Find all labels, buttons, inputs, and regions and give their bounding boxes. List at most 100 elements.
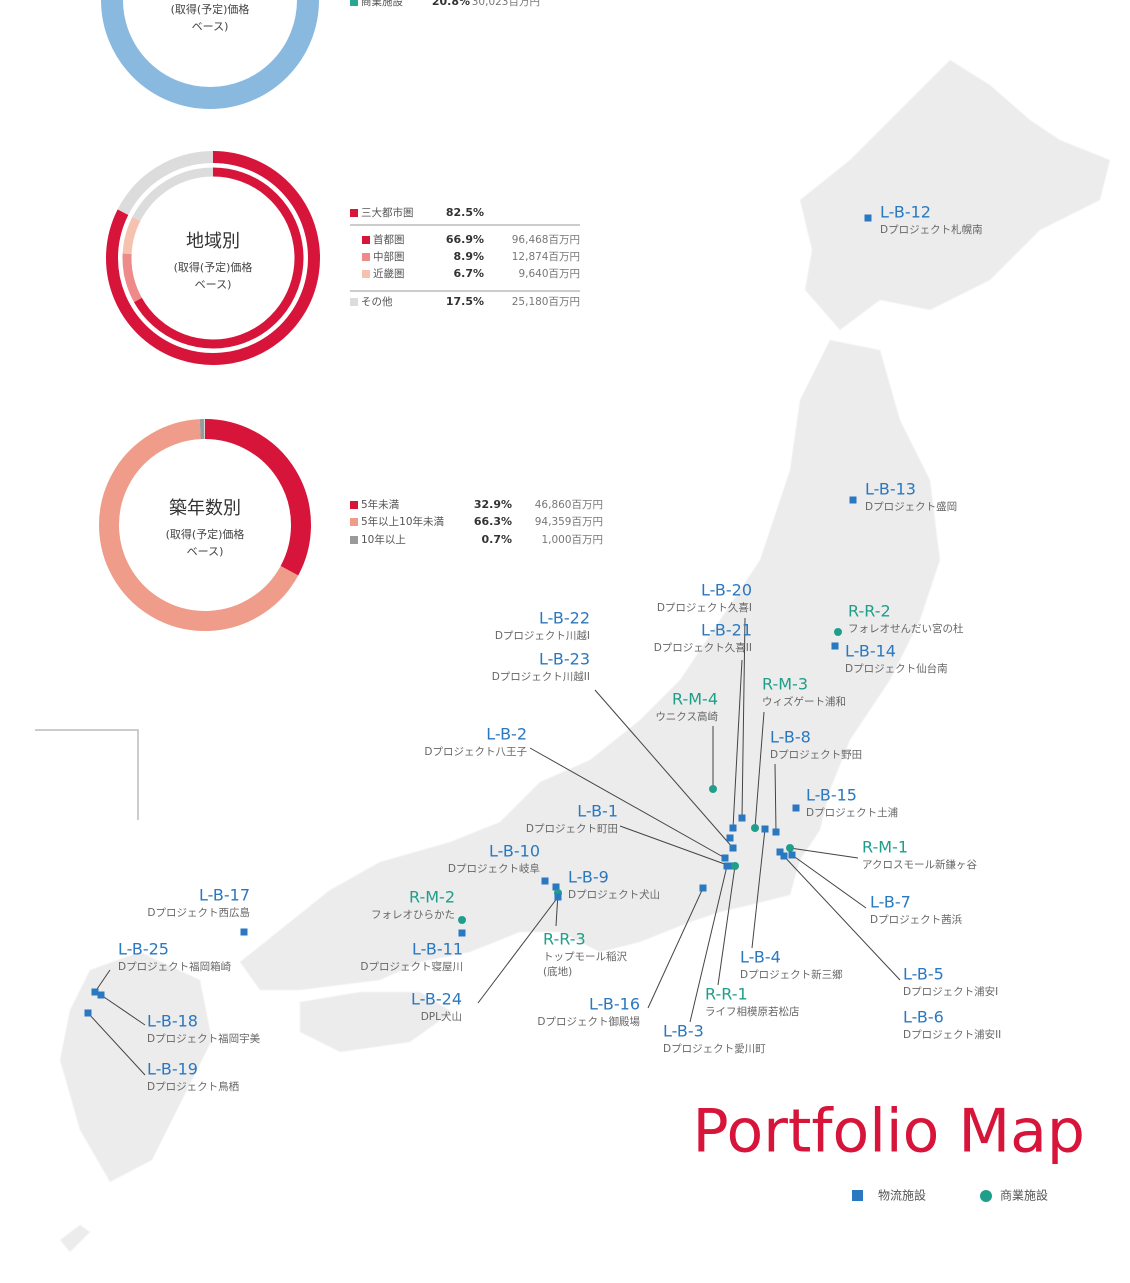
property-note: (底地) bbox=[543, 965, 572, 978]
logistics-marker bbox=[98, 992, 105, 999]
logistics-marker bbox=[542, 878, 549, 885]
legend-square bbox=[852, 1190, 863, 1201]
property-code: L-B-13 bbox=[865, 480, 916, 499]
legend-label: 近畿圏 bbox=[373, 267, 405, 280]
logistics-marker bbox=[850, 497, 857, 504]
property-name: Dプロジェクト寝屋川 bbox=[360, 960, 463, 973]
property-name: アクロスモール新鎌ヶ谷 bbox=[862, 858, 977, 871]
legend-value: 20.8% bbox=[432, 0, 470, 8]
logistics-marker bbox=[865, 215, 872, 222]
property-name: ライフ相模原若松店 bbox=[705, 1005, 800, 1018]
property-code: L-B-16 bbox=[589, 995, 640, 1014]
legend-value: 32.9% bbox=[474, 498, 512, 511]
property-code: R-M-2 bbox=[409, 888, 455, 907]
commercial-marker bbox=[709, 785, 717, 793]
logistics-marker bbox=[832, 643, 839, 650]
property-code: L-B-6 bbox=[903, 1008, 944, 1027]
legend-amount: 46,860百万円 bbox=[535, 499, 603, 511]
property-code: R-M-1 bbox=[862, 838, 908, 857]
logistics-marker bbox=[773, 829, 780, 836]
legend-amount: 96,468百万円 bbox=[512, 234, 580, 246]
property-name: Dプロジェクト愛川町 bbox=[663, 1042, 766, 1055]
map-title: Portfolio Map bbox=[692, 1097, 1085, 1167]
property-code: R-M-3 bbox=[762, 675, 808, 694]
property-code: L-B-18 bbox=[147, 1012, 198, 1031]
property-code: L-B-24 bbox=[411, 990, 462, 1009]
property-name: Dプロジェクト土浦 bbox=[806, 806, 899, 819]
legend-value: 17.5% bbox=[446, 295, 484, 308]
legend-swatch bbox=[350, 209, 358, 217]
hokkaido bbox=[800, 60, 1110, 330]
inset-frame bbox=[35, 730, 138, 820]
legend-value: 82.5% bbox=[446, 206, 484, 219]
logistics-marker bbox=[241, 929, 248, 936]
commercial-marker bbox=[731, 862, 739, 870]
legend-swatch bbox=[362, 270, 370, 278]
legend-amount: 30,023百万円 bbox=[472, 0, 540, 8]
legend-label: 物流施設 bbox=[878, 1188, 926, 1203]
logistics-marker bbox=[793, 805, 800, 812]
property-code: R-M-4 bbox=[672, 690, 718, 709]
property-name: Dプロジェクト犬山 bbox=[568, 888, 660, 901]
legend-circle bbox=[980, 1190, 992, 1202]
property-name: フォレオひらかた bbox=[371, 909, 455, 921]
legend-value: 66.9% bbox=[446, 233, 484, 246]
legend-label: 5年未満 bbox=[361, 498, 400, 511]
legend-value: 66.3% bbox=[474, 515, 512, 528]
property-code: L-B-9 bbox=[568, 868, 609, 887]
property-name: Dプロジェクト仙台南 bbox=[845, 662, 948, 675]
property-name: Dプロジェクト西広島 bbox=[147, 906, 250, 919]
legend-amount: 25,180百万円 bbox=[512, 296, 580, 308]
legend-amount: 9,640百万円 bbox=[518, 268, 580, 280]
donut-segment bbox=[127, 219, 136, 254]
donut-title: 地域別 bbox=[186, 231, 240, 252]
property-name: Dプロジェクト野田 bbox=[770, 749, 862, 761]
legend-amount: 1,000百万円 bbox=[541, 534, 603, 546]
property-name: Dプロジェクト茜浜 bbox=[870, 914, 963, 926]
logistics-marker bbox=[727, 835, 734, 842]
legend-label: 商業施設 bbox=[361, 0, 403, 8]
logistics-marker bbox=[85, 1010, 92, 1017]
property-name: Dプロジェクト鳥栖 bbox=[147, 1080, 239, 1093]
property-name: フォレオせんだい宮の杜 bbox=[848, 622, 964, 635]
legend-label: 10年以上 bbox=[361, 533, 406, 546]
property-code: L-B-21 bbox=[701, 621, 752, 640]
property-name: Dプロジェクト川越II bbox=[492, 670, 590, 683]
property-code: L-B-10 bbox=[489, 842, 540, 861]
legend-swatch bbox=[362, 253, 370, 261]
donut-segment bbox=[127, 254, 138, 300]
property-code: R-R-1 bbox=[705, 985, 748, 1004]
commercial-marker bbox=[834, 628, 842, 636]
legend-swatch bbox=[350, 536, 358, 544]
property-code: L-B-1 bbox=[577, 802, 618, 821]
legend-label: 三大都市圏 bbox=[361, 206, 414, 219]
legend-swatch bbox=[362, 236, 370, 244]
property-name: トップモール稲沢 bbox=[543, 950, 627, 963]
property-code: L-B-4 bbox=[740, 948, 781, 967]
property-name: Dプロジェクト町田 bbox=[526, 823, 618, 835]
legend-amount: 12,874百万円 bbox=[512, 251, 580, 263]
property-name: Dプロジェクト八王子 bbox=[424, 746, 527, 758]
property-name: Dプロジェクト久喜I bbox=[657, 601, 752, 614]
legend-swatch bbox=[350, 501, 358, 509]
commercial-marker bbox=[458, 916, 466, 924]
property-name: Dプロジェクト御殿場 bbox=[537, 1015, 640, 1028]
donut-subtitle: ベース) bbox=[192, 20, 229, 33]
legend-label: その他 bbox=[361, 295, 393, 308]
property-name: Dプロジェクト盛岡 bbox=[865, 500, 957, 513]
logistics-marker bbox=[789, 852, 796, 859]
legend-value: 0.7% bbox=[481, 533, 512, 546]
logistics-marker bbox=[722, 855, 729, 862]
logistics-marker bbox=[555, 894, 562, 901]
property-code: L-B-2 bbox=[486, 725, 527, 744]
logistics-marker bbox=[459, 930, 466, 937]
property-name: Dプロジェクト岐阜 bbox=[448, 862, 540, 875]
donut-subtitle: (取得(予定)価格 bbox=[166, 527, 245, 541]
legend-swatch bbox=[350, 518, 358, 526]
legend-label: 首都圏 bbox=[373, 233, 405, 246]
donut-title: 築年数別 bbox=[169, 498, 241, 519]
logistics-marker bbox=[781, 853, 788, 860]
property-code: L-B-8 bbox=[770, 728, 811, 747]
commercial-marker bbox=[786, 844, 794, 852]
